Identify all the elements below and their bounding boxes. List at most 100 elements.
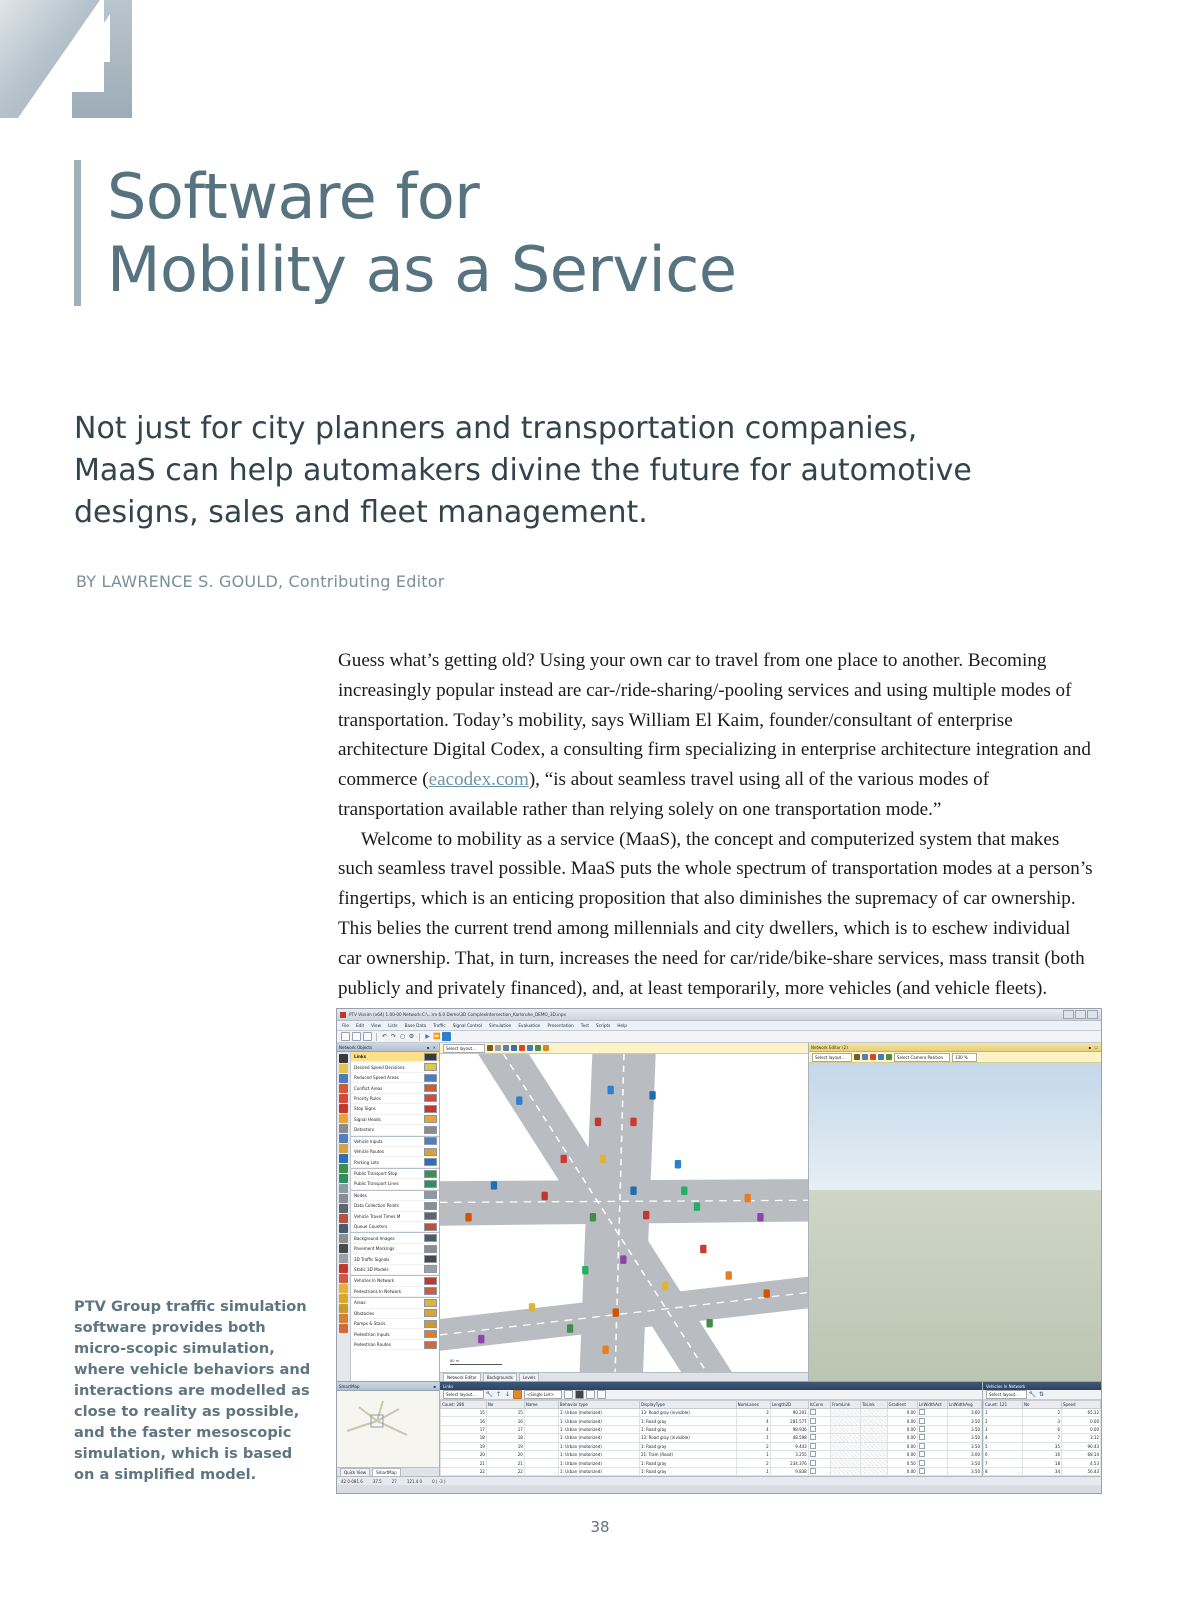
network-object-icon[interactable] [339, 1063, 348, 1073]
network-object-swatch[interactable] [424, 1340, 437, 1349]
vehicles-table-row[interactable]: 4 7 3.12 [983, 1433, 1101, 1443]
pan-icon[interactable] [534, 1045, 541, 1051]
links-column-header[interactable]: LnWidthAct [916, 1400, 948, 1409]
network-object-swatch[interactable] [424, 1287, 437, 1296]
network-object-row[interactable]: Obstacles [351, 1309, 439, 1319]
vehicles-table-row[interactable]: 1 2 65.12 [983, 1407, 1101, 1418]
vehicles-table-row[interactable]: 3 6 0.00 [983, 1424, 1101, 1435]
menu-test[interactable]: Test [580, 1023, 590, 1028]
vehicles-column-header[interactable]: No [1022, 1400, 1062, 1409]
network-editor-3d[interactable]: Network Editor (2) ▪ ☐ Select layout... … [809, 1043, 1101, 1381]
network-object-row[interactable]: Queue Counters [351, 1222, 439, 1233]
refresh-icon[interactable] [502, 1045, 509, 1051]
checkbox[interactable] [918, 1459, 925, 1466]
network-object-row[interactable]: Links [351, 1052, 439, 1063]
network-object-icon[interactable] [339, 1263, 348, 1273]
network-object-icon[interactable] [339, 1193, 348, 1203]
tab-smartmap[interactable]: SmartMap [372, 1468, 401, 1477]
network-object-icon[interactable] [339, 1303, 348, 1313]
network-object-swatch[interactable] [424, 1255, 437, 1264]
smartmap-canvas[interactable] [337, 1391, 439, 1468]
magnifier-icon[interactable] [877, 1054, 884, 1060]
menu-traffic[interactable]: Traffic [433, 1023, 446, 1028]
links-column-header[interactable]: Length2D [769, 1400, 809, 1409]
network-object-swatch[interactable] [424, 1115, 437, 1124]
network-object-row[interactable]: Pedestrian Routes [351, 1340, 439, 1351]
network-object-row[interactable]: Desired Speed Decisions [351, 1062, 439, 1073]
links-column-header[interactable]: No [485, 1400, 525, 1409]
network-object-icon[interactable] [339, 1053, 348, 1063]
links-list-mode-select[interactable]: <Single List> [523, 1390, 563, 1399]
network-editor-2d[interactable]: Select layout... 80 m Network Editor Bac… [440, 1043, 809, 1381]
menu-signalcontrol[interactable]: Signal Control [452, 1023, 483, 1028]
zoom-level-select[interactable]: 130 % [952, 1052, 977, 1062]
network-object-swatch[interactable] [424, 1063, 437, 1072]
network-object-swatch[interactable] [424, 1179, 437, 1188]
network-object-icon[interactable] [339, 1203, 348, 1213]
network-object-row[interactable]: Vehicles In Network [351, 1275, 439, 1287]
network-object-swatch[interactable] [424, 1201, 437, 1210]
network-object-icon[interactable] [339, 1313, 348, 1323]
network-object-row[interactable]: Detectors [351, 1125, 439, 1136]
menu-help[interactable]: Help [617, 1023, 627, 1028]
network-object-row[interactable]: Public Transport Stop [351, 1167, 439, 1180]
play-icon[interactable]: ▶ [425, 1033, 430, 1040]
network-object-row[interactable]: Data Collection Points [351, 1201, 439, 1212]
save-layout-icon[interactable] [586, 1390, 596, 1399]
menu-evaluation[interactable]: Evaluation [518, 1023, 541, 1028]
menu-bar[interactable]: File Edit View Lists Base Data Traffic S… [337, 1021, 1101, 1031]
stop-icon[interactable] [442, 1032, 451, 1041]
menu-basedata[interactable]: Base Data [404, 1023, 427, 1028]
pen-icon-3d[interactable] [853, 1054, 860, 1060]
links-table-row[interactable]: 18 18 1: Urban (motorized) 13: Road gray (i… [440, 1433, 983, 1443]
network-object-swatch[interactable] [424, 1191, 437, 1200]
editor2d-toolbar[interactable]: Select layout... [440, 1043, 808, 1054]
network-object-row[interactable]: Background Images [351, 1232, 439, 1244]
network-object-row[interactable]: Reduced Speed Areas [351, 1073, 439, 1084]
eacodex-link[interactable]: eacodex.com [428, 769, 529, 791]
menu-file[interactable]: File [342, 1023, 350, 1028]
network-object-icon[interactable] [339, 1273, 348, 1283]
network-object-icon[interactable] [339, 1323, 348, 1333]
network-object-icon[interactable] [339, 1243, 348, 1253]
vehicles-table-row[interactable]: 8 34 56.43 [983, 1466, 1101, 1477]
zoom-fit-icon[interactable] [518, 1045, 525, 1051]
sync-icon[interactable] [512, 1390, 522, 1399]
network-object-icon[interactable] [339, 1083, 348, 1093]
sort-asc-icon[interactable]: ↑ [495, 1391, 501, 1398]
links-table-row[interactable]: 21 21 1: Urban (motorized) 1: Road gray 2 234… [440, 1458, 983, 1468]
open-layout-icon[interactable] [597, 1390, 607, 1399]
network-object-swatch[interactable] [424, 1234, 437, 1243]
network-object-swatch[interactable] [424, 1073, 437, 1082]
network-object-swatch[interactable] [424, 1137, 437, 1146]
links-table-row[interactable]: 17 17 1: Urban (motorized) 1: Road gray 4 98.… [440, 1424, 983, 1435]
wrench-icon-vehicles[interactable]: 🔧 [1028, 1391, 1037, 1398]
editor2d-canvas[interactable]: 80 m [440, 1054, 808, 1372]
network-object-row[interactable]: Static 3D Models [351, 1265, 439, 1276]
editor2d-layout-select[interactable]: Select layout... [443, 1043, 485, 1053]
vehicles-table-row[interactable]: 5 35 90.43 [983, 1441, 1101, 1451]
network-object-icon[interactable] [339, 1213, 348, 1223]
network-object-icon[interactable] [339, 1103, 348, 1113]
editor2d-tabs[interactable]: Network Editor Backgrounds Levels [440, 1372, 808, 1381]
checkbox[interactable] [918, 1443, 925, 1449]
vehicles-table-row[interactable]: 7 18 4.53 [983, 1458, 1101, 1468]
network-object-icon[interactable] [339, 1153, 348, 1163]
network-object-row[interactable]: Pavement Markings [351, 1244, 439, 1255]
checkbox[interactable] [809, 1434, 816, 1441]
network-object-icon[interactable] [339, 1133, 348, 1143]
network-object-icon[interactable] [339, 1123, 348, 1133]
undo-icon[interactable]: ↶ [381, 1033, 388, 1040]
close-icon[interactable] [1087, 1010, 1098, 1019]
network-object-swatch[interactable] [424, 1276, 437, 1285]
network-object-row[interactable]: Priority Rules [351, 1094, 439, 1105]
vehicles-panel-toolbar[interactable]: Select layout... 🔧 ⇅ [983, 1390, 1101, 1400]
minimize-icon[interactable] [1063, 1010, 1074, 1019]
tab-quick-view[interactable]: Quick View [340, 1468, 371, 1477]
vehicles-table-row[interactable]: 6 16 68.14 [983, 1449, 1101, 1460]
network-object-swatch[interactable] [424, 1212, 437, 1221]
vehicles-layout-select[interactable]: Select layout... [986, 1390, 1027, 1399]
network-object-row[interactable]: 3D Traffic Signals [351, 1254, 439, 1265]
smartmap-panel[interactable]: SmartMap ▪ Quick View SmartMap [337, 1382, 440, 1477]
sort-desc-icon[interactable]: ↓ [504, 1391, 510, 1398]
